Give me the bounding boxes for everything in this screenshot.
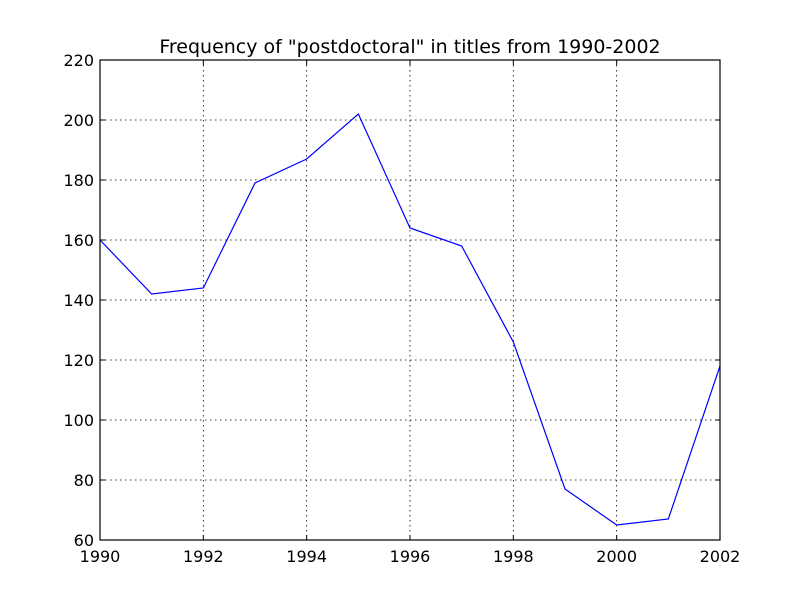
x-tick-label: 1994 xyxy=(286,547,327,566)
x-tick-label: 1998 xyxy=(493,547,534,566)
y-tick-label: 200 xyxy=(63,111,94,130)
x-tick-label: 1996 xyxy=(390,547,431,566)
y-tick-label: 160 xyxy=(63,231,94,250)
series-layer xyxy=(99,113,721,526)
y-tick-label: 100 xyxy=(63,411,94,430)
y-tick-label: 220 xyxy=(63,51,94,70)
x-tick-label: 1990 xyxy=(80,547,121,566)
x-axis-tick-labels: 1990 1992 1994 1996 1998 2000 2002 xyxy=(80,547,741,566)
y-axis-tick-labels: 60 80 100 120 140 160 180 200 220 xyxy=(63,51,94,550)
x-tick-label: 2002 xyxy=(700,547,741,566)
x-tick-label: 2000 xyxy=(596,547,637,566)
y-tick-label: 140 xyxy=(63,291,94,310)
y-tick-label: 80 xyxy=(74,471,94,490)
ticks xyxy=(99,59,721,541)
y-tick-label: 60 xyxy=(74,531,94,550)
y-tick-label: 180 xyxy=(63,171,94,190)
chart-title: Frequency of "postdoctoral" in titles fr… xyxy=(159,36,660,58)
y-tick-label: 120 xyxy=(63,351,94,370)
grid xyxy=(100,60,720,540)
x-tick-label: 1992 xyxy=(183,547,224,566)
